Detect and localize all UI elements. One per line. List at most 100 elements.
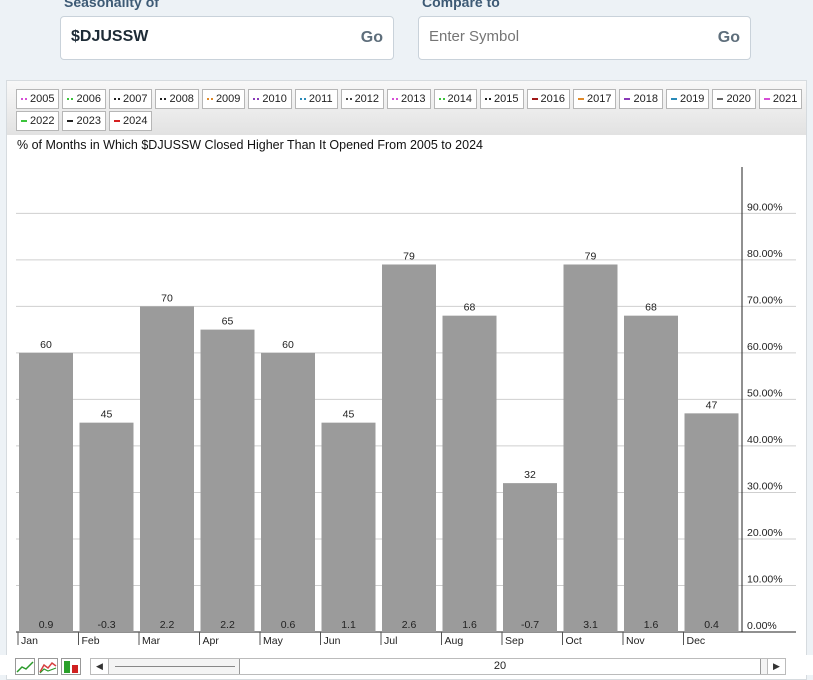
date-scrollbar[interactable]: ◀ 20 ▶ xyxy=(90,658,786,675)
scroll-left-button[interactable]: ◀ xyxy=(91,659,109,674)
y-tick-label: 80.00% xyxy=(747,248,783,260)
legend-label: 2006 xyxy=(76,93,101,105)
legend-item-2008[interactable]: 2008 xyxy=(155,89,199,109)
x-tick-label: Mar xyxy=(142,635,161,647)
legend-swatch xyxy=(113,98,120,100)
scroll-right-button[interactable]: ▶ xyxy=(767,659,785,674)
symbol-field[interactable]: Go xyxy=(60,16,394,60)
legend-label: 2009 xyxy=(215,93,241,105)
legend-swatch xyxy=(113,120,120,122)
x-tick-label: Jun xyxy=(324,635,341,647)
legend-item-2014[interactable]: 2014 xyxy=(433,89,478,109)
legend-label: 2010 xyxy=(262,93,287,105)
bar-feb xyxy=(79,422,134,632)
y-tick-label: 40.00% xyxy=(747,434,783,446)
legend-item-2017[interactable]: 2017 xyxy=(572,89,617,109)
bar-bottom-label: 0.6 xyxy=(281,619,296,631)
bar-bottom-label: 3.1 xyxy=(583,619,598,631)
x-tick-label: Feb xyxy=(82,635,100,647)
legend-item-2024[interactable]: 2024 xyxy=(108,111,153,131)
compare-go-button[interactable]: Go xyxy=(717,29,740,46)
legend-swatch xyxy=(160,98,167,100)
bar-sep xyxy=(503,483,557,632)
legend-item-2021[interactable]: 2021 xyxy=(758,89,803,109)
legend-swatch xyxy=(67,120,74,122)
legend-item-2013[interactable]: 2013 xyxy=(387,89,431,109)
x-tick-label: Jan xyxy=(21,635,38,647)
bar-value-label: 68 xyxy=(645,302,657,314)
scroll-thumb[interactable]: 20 xyxy=(239,659,761,674)
legend-label: 2005 xyxy=(30,93,55,105)
bar-bottom-label: 1.6 xyxy=(644,619,659,631)
chart-navigation: ◀ 20 ▶ xyxy=(0,655,813,675)
y-tick-label: 0.00% xyxy=(747,620,777,632)
bar-value-label: 60 xyxy=(282,339,294,351)
y-tick-label: 30.00% xyxy=(747,480,783,492)
line-chart-icon[interactable] xyxy=(15,658,35,675)
seasonality-bar-chart: 0.00% 10.00% 20.00% 30.00% 40.00% 50.00% 60.00… xyxy=(16,167,796,647)
legend-swatch xyxy=(299,98,306,100)
legend-swatch xyxy=(67,98,74,100)
legend-item-2023[interactable]: 2023 xyxy=(62,111,106,131)
legend-row: 2022 2023 2024 xyxy=(16,111,153,131)
legend-label: 2015 xyxy=(494,93,519,105)
y-tick-label: 90.00% xyxy=(747,201,783,213)
year-legend: 2005 2006 2007 2008 2009 2010 2011 2012 2013 2014… xyxy=(7,81,806,135)
legend-swatch xyxy=(21,120,27,122)
legend-item-2015[interactable]: 2015 xyxy=(480,89,524,109)
bar-bottom-label: 2.6 xyxy=(402,619,417,631)
legend-swatch xyxy=(577,98,584,100)
legend-swatch xyxy=(624,98,631,100)
legend-item-2005[interactable]: 2005 xyxy=(16,89,60,109)
bar-mar xyxy=(140,306,194,632)
legend-label: 2020 xyxy=(726,93,751,105)
bar-aug xyxy=(442,315,497,632)
area-chart-icon[interactable] xyxy=(38,658,58,675)
legend-swatch xyxy=(253,98,260,100)
legend-item-2019[interactable]: 2019 xyxy=(665,89,710,109)
bar-bottom-label: 0.9 xyxy=(39,619,54,631)
bar-value-label: 60 xyxy=(40,339,52,351)
symbol-toolbar: Seasonality of Go Compare to Go xyxy=(0,0,813,75)
legend-item-2016[interactable]: 2016 xyxy=(526,89,570,109)
legend-label: 2014 xyxy=(447,93,473,105)
legend-swatch xyxy=(485,98,492,100)
legend-label: 2012 xyxy=(354,93,380,105)
legend-item-2012[interactable]: 2012 xyxy=(340,89,385,109)
legend-swatch xyxy=(717,98,724,100)
legend-swatch xyxy=(763,98,770,100)
legend-item-2009[interactable]: 2009 xyxy=(201,89,246,109)
compare-field[interactable]: Go xyxy=(418,16,751,60)
symbol-input[interactable] xyxy=(71,28,331,46)
legend-label: 2023 xyxy=(76,115,101,127)
y-tick-label: 20.00% xyxy=(747,527,783,539)
bar-value-label: 45 xyxy=(101,409,113,421)
legend-label: 2016 xyxy=(540,93,565,105)
bar-value-label: 32 xyxy=(524,469,536,481)
bar-value-label: 45 xyxy=(343,409,355,421)
legend-item-2018[interactable]: 2018 xyxy=(619,89,663,109)
bar-bottom-label: 0.4 xyxy=(704,619,719,631)
legend-label: 2022 xyxy=(30,115,55,127)
bar-jun xyxy=(321,422,376,632)
compare-input[interactable] xyxy=(429,28,689,45)
bar-value-label: 65 xyxy=(222,316,234,328)
y-tick-label: 60.00% xyxy=(747,341,783,353)
bar-value-label: 68 xyxy=(464,302,476,314)
scroll-track-line xyxy=(115,666,235,667)
legend-item-2010[interactable]: 2010 xyxy=(248,89,292,109)
legend-item-2007[interactable]: 2007 xyxy=(108,89,153,109)
bar-chart-icon[interactable] xyxy=(61,658,81,675)
legend-label: 2007 xyxy=(122,93,148,105)
legend-label: 2011 xyxy=(308,93,333,105)
legend-item-2011[interactable]: 2011 xyxy=(294,89,338,109)
legend-item-2022[interactable]: 2022 xyxy=(16,111,60,131)
go-button[interactable]: Go xyxy=(360,29,383,46)
bar-value-label: 47 xyxy=(706,399,718,411)
legend-item-2006[interactable]: 2006 xyxy=(62,89,106,109)
legend-label: 2024 xyxy=(122,115,148,127)
bar-jan xyxy=(19,352,73,632)
legend-item-2020[interactable]: 2020 xyxy=(712,89,756,109)
bar-may xyxy=(261,352,315,632)
legend-label: 2013 xyxy=(401,93,426,105)
